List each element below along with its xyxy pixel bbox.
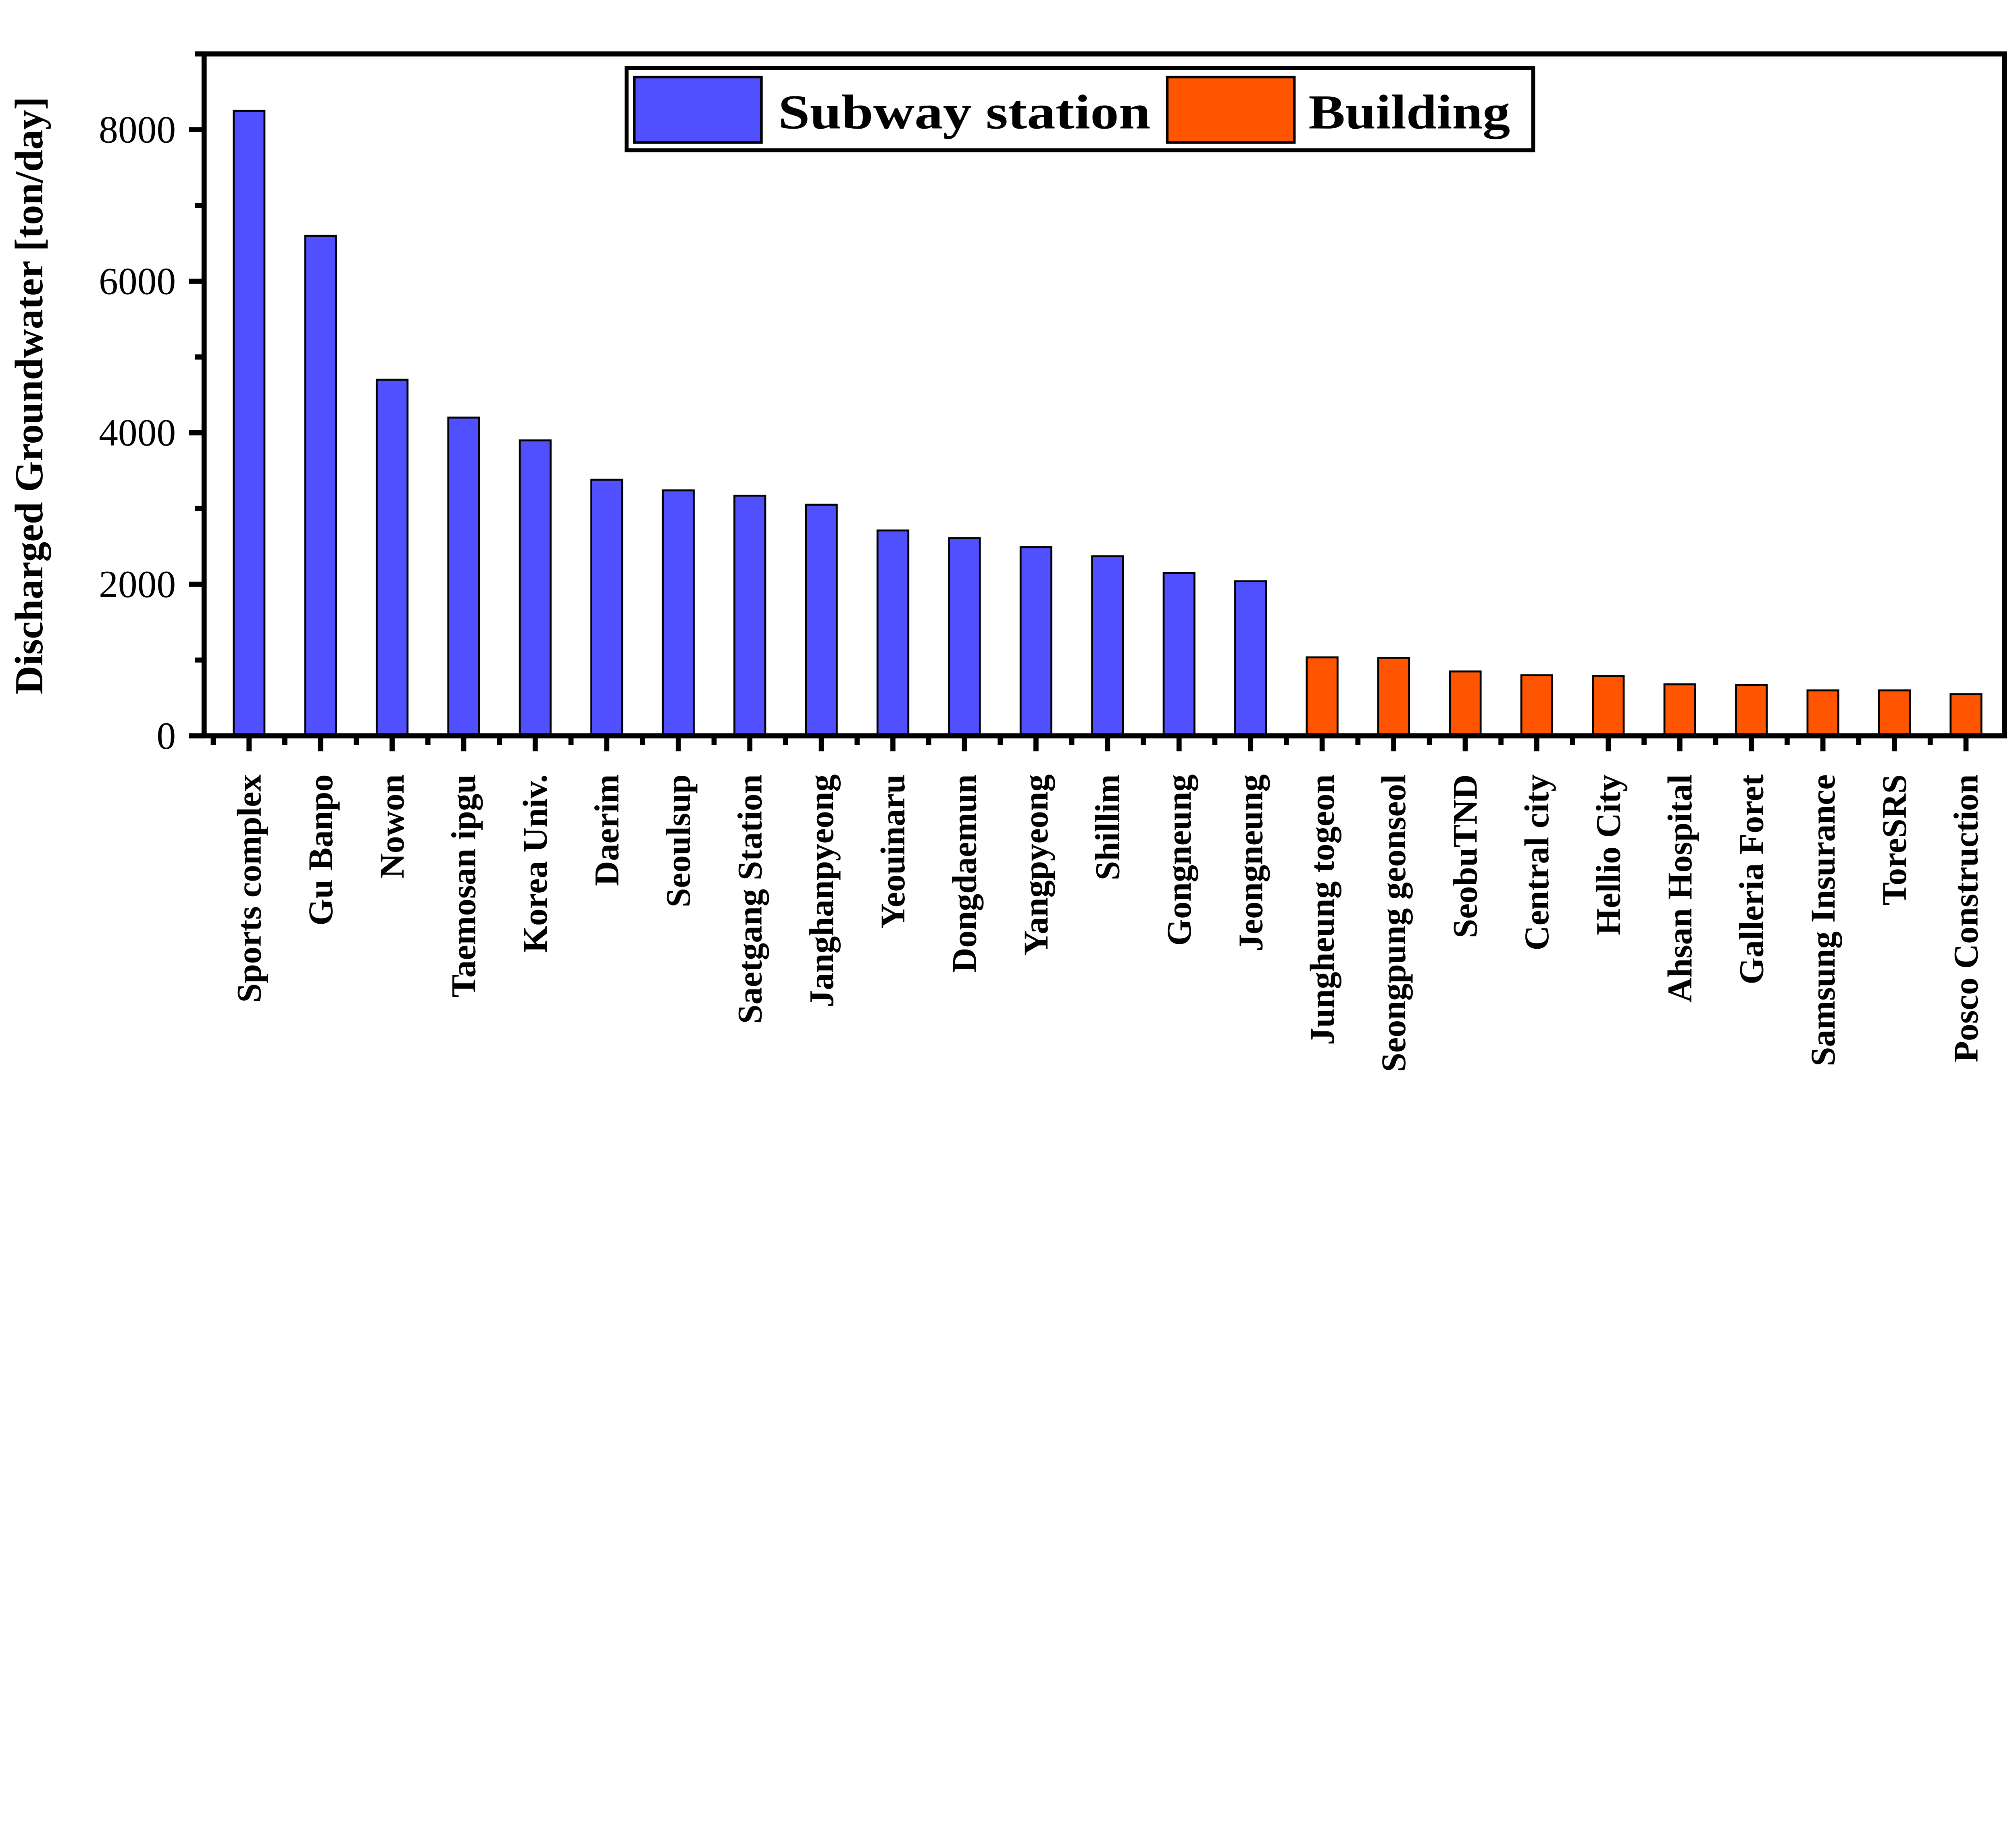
x-tick-label: Shillim	[1088, 775, 1127, 881]
bar-chart: 0 2000 4000 6000 8000 Sports complex Gu Banpo…	[7, 51, 2007, 1072]
x-tick-label: Central city	[1517, 775, 1556, 951]
bar-toresrs	[1878, 689, 1911, 737]
bar-shillim	[1091, 555, 1124, 737]
bar-dongdaemun	[948, 537, 981, 737]
legend-swatch-subway	[633, 75, 763, 144]
bar-daerim	[590, 479, 623, 737]
bar-sports-complex	[233, 110, 266, 737]
bar-nowon	[375, 379, 409, 737]
legend-label-building: Building	[1308, 85, 1510, 139]
x-tick-label: Taemosan ipgu	[444, 775, 483, 998]
x-tick-label: Saetgang Station	[730, 775, 769, 1024]
x-tick-label: Seoulsup	[659, 775, 698, 908]
x-tick-label: Nowon	[373, 775, 411, 879]
x-tick-label: Dongdaemun	[945, 775, 984, 973]
x-axis: Sports complex Gu Banpo Nowon Taemosan ipgu…	[210, 735, 1985, 1072]
legend-box	[625, 66, 1535, 152]
bar-seobutnd	[1449, 670, 1482, 737]
y-tick-label: 2000	[99, 563, 176, 606]
x-tick-label: Janghanpyeong	[802, 775, 841, 1008]
bar-gongneung	[1162, 572, 1195, 737]
bar-jeongneung	[1234, 580, 1267, 737]
y-axis-title: Discharged Groundwater [ton/day]	[7, 97, 51, 695]
x-tick-label: Samsung Insurance	[1804, 775, 1842, 1066]
x-tick-label: Sports complex	[229, 775, 268, 1003]
bar-galleria-foret	[1735, 684, 1768, 737]
y-axis: 0 2000 4000 6000 8000	[99, 51, 204, 757]
bar-yangpyeong	[1019, 546, 1053, 737]
x-tick-label: Galleria Foret	[1732, 774, 1770, 985]
x-tick-label: Jeongneung	[1231, 775, 1270, 952]
x-tick-label: Yangpyeong	[1016, 775, 1055, 956]
x-tick-label: Korea Univ.	[516, 775, 554, 953]
x-tick-label: SeobuTND	[1446, 775, 1485, 938]
bar-posco-construction	[1949, 693, 1983, 737]
x-tick-label: Yeouinaru	[873, 775, 912, 929]
y-tick-label: 0	[156, 714, 176, 757]
bar-janghanpyeong	[805, 504, 838, 737]
plot-frame	[201, 51, 2007, 739]
legend-swatch-building	[1166, 75, 1296, 144]
bar-seongpung-geonseol	[1377, 657, 1410, 737]
bar-central-city	[1520, 674, 1554, 737]
bar-jungheung-togeon	[1306, 656, 1339, 737]
y-tick-label: 6000	[99, 260, 176, 302]
y-tick-label: 8000	[99, 108, 176, 151]
bar-seoulsup	[662, 489, 695, 737]
x-tick-label: Hellio City	[1589, 775, 1627, 935]
bar-korea-univ	[519, 439, 552, 737]
x-tick-label: Daerim	[587, 775, 626, 886]
x-tick-label: Gongneung	[1160, 775, 1198, 946]
bars-group	[233, 110, 1983, 737]
bar-hellio-city	[1592, 675, 1625, 737]
x-tick-label: Jungheung togeon	[1303, 775, 1341, 1045]
bar-taemosan-ipgu	[447, 416, 480, 737]
bar-samsung-insurance	[1806, 689, 1839, 737]
x-tick-label: Posco Construction	[1947, 775, 1985, 1062]
bar-gu-banpo	[304, 235, 337, 737]
bar-ahsan-hospital	[1663, 683, 1696, 737]
x-tick-label: Gu Banpo	[301, 775, 340, 926]
x-tick-label: Ahsan Hospital	[1660, 775, 1699, 1003]
x-tick-label: ToreSRS	[1875, 775, 1914, 906]
bar-saetgang-station	[733, 494, 766, 737]
legend-label-subway: Subway station	[778, 85, 1151, 139]
x-tick-label: Seongpung geonseol	[1374, 775, 1413, 1072]
y-tick-label: 4000	[99, 411, 176, 454]
legend: Subway station Building	[625, 66, 1535, 152]
bar-yeouinaru	[876, 529, 910, 737]
